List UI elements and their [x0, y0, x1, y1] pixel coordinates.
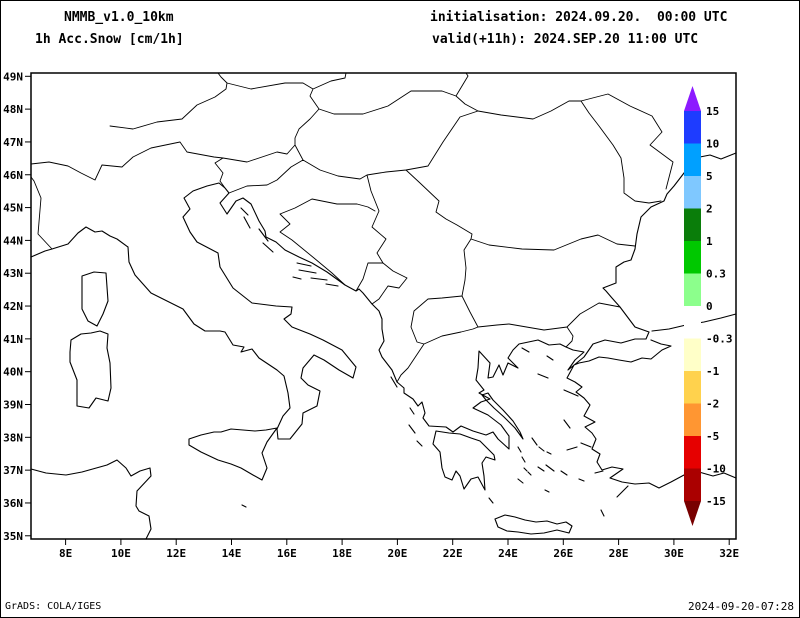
lon-label: 10E: [111, 547, 131, 560]
colorbar-segment: [684, 371, 701, 404]
lat-label: 37N: [3, 464, 23, 477]
colorbar-label: -10: [706, 463, 726, 476]
colorbar-label: 10: [706, 138, 719, 151]
colorbar-segment: [684, 208, 701, 241]
colorbar-segment: [684, 241, 701, 274]
lon-label: 20E: [387, 547, 407, 560]
lat-label: 49N: [3, 70, 23, 83]
lon-label: 26E: [553, 547, 573, 560]
lon-label: 24E: [498, 547, 518, 560]
colorbar-segment: [684, 338, 701, 371]
lat-label: 44N: [3, 234, 23, 247]
colorbar-segment: [684, 273, 701, 306]
colorbar-label: 15: [706, 105, 719, 118]
lon-label: 12E: [166, 547, 186, 560]
lat-label: 48N: [3, 103, 23, 116]
lat-label: 46N: [3, 169, 23, 182]
coastlines: [30, 152, 737, 540]
valid-time: valid(+11h): 2024.SEP.20 11:00 UTC: [432, 32, 699, 47]
colorbar-label: 0.3: [706, 268, 726, 281]
lat-label: 45N: [3, 202, 23, 215]
colorbar-label: -2: [706, 398, 719, 411]
lon-label: 8E: [59, 547, 72, 560]
colorbar-label: -15: [706, 495, 726, 508]
colorbar-label: -1: [706, 365, 720, 378]
colorbar-label: -0.3: [706, 333, 733, 346]
lon-label: 22E: [443, 547, 463, 560]
colorbar-segment: [684, 143, 701, 176]
colorbar-segment: [684, 403, 701, 436]
colorbar-segment: [684, 436, 701, 469]
map-frame: [30, 72, 737, 540]
lat-label: 35N: [3, 530, 23, 543]
country-borders: [30, 72, 674, 383]
colorbar-top-arrow: [684, 86, 701, 111]
colorbar-label: 2: [706, 203, 713, 216]
lat-label: 47N: [3, 136, 23, 149]
product-title: 1h Acc.Snow [cm/1h]: [35, 32, 184, 47]
lon-label: 16E: [277, 547, 297, 560]
generated-timestamp: 2024-09-20-07:28: [688, 600, 794, 613]
lat-label: 43N: [3, 267, 23, 280]
grads-credit: GrADS: COLA/IGES: [5, 601, 102, 612]
lon-label: 18E: [332, 547, 352, 560]
colorbar-label: 0: [706, 300, 713, 313]
colorbar-label: 1: [706, 235, 713, 248]
lat-label: 39N: [3, 399, 23, 412]
lat-label: 38N: [3, 431, 23, 444]
lat-label: 41N: [3, 333, 23, 346]
lat-label: 42N: [3, 300, 23, 313]
lon-label: 30E: [664, 547, 684, 560]
colorbar-segment: [684, 468, 701, 501]
colorbar-segment: [684, 176, 701, 209]
lon-label: 28E: [609, 547, 629, 560]
lon-label: 14E: [222, 547, 242, 560]
init-time: initialisation: 2024.09.20. 00:00 UTC: [430, 10, 728, 25]
model-title: NMMB_v1.0_10km: [64, 10, 174, 25]
lat-label: 36N: [3, 497, 23, 510]
islands: [240, 207, 629, 517]
colorbar-segment: [684, 306, 701, 339]
colorbar-segment: [684, 111, 701, 144]
colorbar-label: -5: [706, 430, 719, 443]
lat-label: 40N: [3, 366, 23, 379]
colorbar-bottom-arrow: [684, 501, 701, 526]
colorbar-label: 5: [706, 170, 713, 183]
lon-label: 32E: [719, 547, 739, 560]
